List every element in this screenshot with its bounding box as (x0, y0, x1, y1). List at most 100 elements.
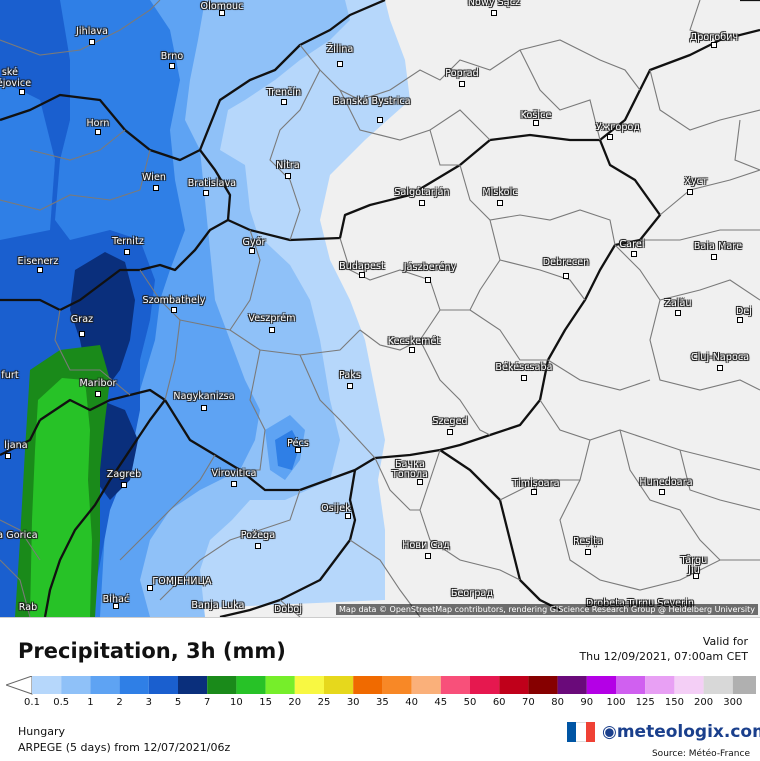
city-marker (249, 248, 255, 254)
city-label: Carei (619, 239, 645, 250)
city-label: Eisenerz (17, 256, 59, 267)
city-marker (607, 134, 613, 140)
precipitation-field (0, 0, 760, 617)
scale-tick-label: 300 (723, 697, 743, 708)
meteologix-logo[interactable]: ◉meteologix.com (602, 722, 760, 742)
city-marker (563, 273, 569, 279)
city-label: Požega (240, 530, 276, 541)
scale-swatch (178, 676, 208, 694)
city-label: Drobeta-Turnu Severin (586, 598, 694, 609)
scale-tick-label: 70 (522, 697, 535, 708)
valid-time: Thu 12/09/2021, 07:00am CET (579, 650, 748, 663)
city-label: Pécs (287, 438, 309, 449)
city-label: Maribor (79, 378, 117, 389)
city-marker (231, 481, 237, 487)
city-marker (95, 391, 101, 397)
city-marker (147, 585, 153, 591)
city-marker (497, 200, 503, 206)
city-label: Žilina (326, 44, 354, 55)
scale-arrow-left (6, 676, 33, 695)
model-run-label: ARPEGE (5 days) from 12/07/2021/06z (18, 741, 231, 754)
city-marker (425, 277, 431, 283)
scale-swatch (616, 676, 646, 694)
city-marker (717, 365, 723, 371)
city-label: Virovitica (211, 468, 257, 479)
city-marker (171, 307, 177, 313)
scale-swatch (207, 676, 237, 694)
scale-tick-label: 100 (606, 697, 626, 708)
scale-swatch (324, 676, 354, 694)
globe-icon: ◉ (602, 722, 617, 742)
city-label: Ternitz (112, 236, 144, 247)
city-marker (347, 383, 353, 389)
scale-tick-label: 2 (116, 697, 123, 708)
city-label: Doboj (273, 604, 303, 615)
city-label: Jászberény (403, 262, 457, 273)
legend-panel: Precipitation, 3h (mm) Valid for Thu 12/… (0, 617, 760, 761)
scale-swatch (382, 676, 412, 694)
scale-tick-label: 3 (145, 697, 152, 708)
admin-borders (0, 0, 760, 617)
city-marker (37, 267, 43, 273)
city-label: Hunedoara (639, 477, 693, 488)
city-label: Cluj-Napoca (690, 352, 750, 363)
scale-swatch (411, 676, 441, 694)
city-marker (585, 549, 591, 555)
city-marker (531, 489, 537, 495)
scale-swatch (440, 676, 470, 694)
scale-tick-label: 0.5 (53, 697, 70, 708)
city-label: Ужгород (595, 122, 641, 133)
city-label: Košice (520, 110, 552, 121)
city-marker (419, 200, 425, 206)
city-marker (219, 10, 225, 16)
city-label: Horn (86, 118, 110, 129)
city-marker (693, 573, 699, 579)
valid-for-label: Valid for (702, 635, 748, 648)
city-marker (409, 347, 415, 353)
scale-swatch (732, 676, 756, 694)
scale-swatch (119, 676, 149, 694)
scale-swatch (294, 676, 324, 694)
city-marker (491, 10, 497, 16)
scale-tick-label: 0.1 (24, 697, 40, 708)
scale-tick-label: 80 (551, 697, 564, 708)
scale-swatch (32, 676, 62, 694)
city-label: Dej (735, 306, 753, 317)
precip-3b (0, 80, 55, 240)
city-marker (459, 81, 465, 87)
city-label: Poprad (445, 68, 479, 79)
city-label: Jihlava (75, 26, 109, 37)
precip-10 (30, 378, 92, 617)
city-marker (295, 447, 301, 453)
scale-swatch (148, 676, 178, 694)
city-marker (675, 310, 681, 316)
scale-tick-label: 25 (317, 697, 331, 708)
city-marker (359, 272, 365, 278)
city-label: Bihać (102, 594, 130, 605)
scale-swatch (499, 676, 529, 694)
city-label: Szeged (432, 416, 468, 427)
city-label: ské (1, 67, 19, 78)
scale-swatch (470, 676, 500, 694)
scale-tick-label: 15 (259, 697, 272, 708)
city-label: Târgu Jiu (680, 555, 708, 576)
city-label: Salgótarján (394, 187, 450, 198)
city-marker (425, 553, 431, 559)
city-label: Bratislava (187, 178, 237, 189)
city-marker (121, 482, 127, 488)
city-label: Nova Gorica (0, 530, 38, 541)
city-marker (337, 61, 343, 67)
city-label: Debrecen (542, 257, 590, 268)
weather-map[interactable]: Olomouc Nowy Sącz Дрогобич Jihlava Žilin… (0, 0, 760, 617)
scale-tick-label: 30 (346, 697, 360, 708)
city-label: Brno (160, 51, 184, 62)
scale-tick-label: 60 (492, 697, 506, 708)
color-scale (6, 676, 756, 695)
city-label: Budapest (339, 261, 385, 272)
city-marker (447, 429, 453, 435)
map-attribution[interactable]: Map data © OpenStreetMap contributors, r… (336, 604, 758, 615)
scale-swatch (586, 676, 616, 694)
city-label: ějovice (0, 78, 32, 89)
city-label: Graz (70, 314, 94, 325)
city-marker (89, 39, 95, 45)
